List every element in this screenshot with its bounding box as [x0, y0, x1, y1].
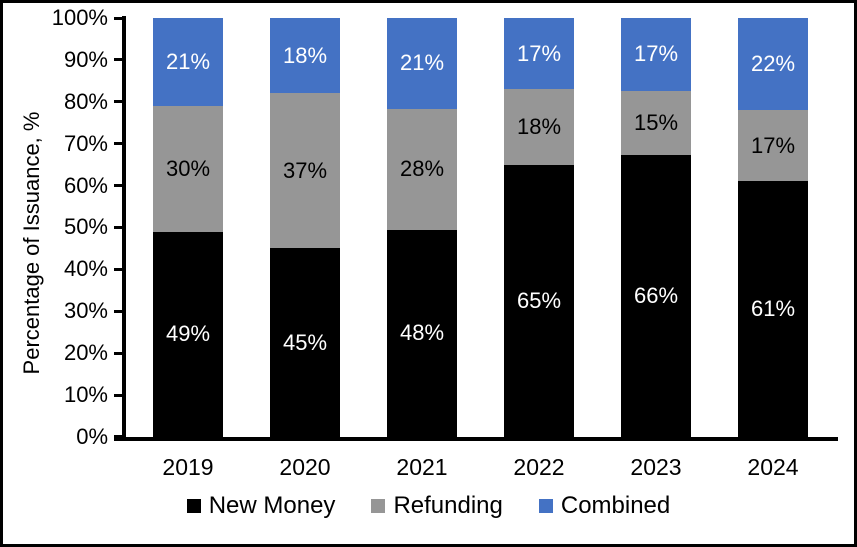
x-axis-line: [114, 437, 838, 441]
bar-segment-new-money: 48%: [387, 229, 457, 437]
bar-segment-new-money: 61%: [738, 181, 808, 437]
legend-label: New Money: [208, 492, 336, 519]
y-tick-mark: [114, 184, 122, 188]
bar-value-label: 65%: [516, 287, 562, 313]
x-axis-label-2024: 2024: [747, 454, 799, 480]
bar-value-label: 61%: [750, 296, 796, 322]
bar-value-label: 17%: [516, 40, 562, 66]
bar-2023: 17% 15% 66%: [621, 18, 691, 437]
bar-2022: 17% 18% 65%: [504, 18, 574, 437]
bar-value-label: 30%: [165, 155, 211, 181]
x-axis-label-2023: 2023: [630, 454, 682, 480]
x-axis-label-2021: 2021: [396, 454, 448, 480]
legend-item-refunding: Refunding: [371, 492, 503, 520]
bar-value-label: 21%: [165, 48, 211, 74]
bar-segment-new-money: 49%: [153, 231, 223, 437]
bar-segment-combined: 18%: [270, 18, 340, 94]
bar-2020: 18% 37% 45%: [270, 18, 340, 437]
bar-value-label: 15%: [633, 109, 679, 135]
bar-segment-refunding: 18%: [504, 89, 574, 165]
legend-swatch-refunding: [371, 499, 386, 513]
bar-2024: 22% 17% 61%: [738, 18, 808, 437]
x-axis-label-2020: 2020: [279, 454, 331, 480]
legend-label: Combined: [560, 492, 671, 519]
y-tick-mark: [114, 100, 122, 104]
bar-segment-refunding: 28%: [387, 108, 457, 230]
legend-swatch-combined: [538, 499, 553, 513]
bar-segment-combined: 21%: [387, 18, 457, 109]
x-axis-label-2022: 2022: [513, 454, 565, 480]
bar-value-label: 49%: [165, 321, 211, 347]
bar-segment-refunding: 15%: [621, 90, 691, 155]
bar-segment-refunding: 37%: [270, 93, 340, 249]
bar-segment-combined: 17%: [621, 18, 691, 91]
bar-segment-new-money: 66%: [621, 154, 691, 437]
bar-value-label: 66%: [633, 282, 679, 308]
y-axis-ticks: 100% 90% 80% 70% 60% 50% 40% 30% 20% 10% 0%: [3, 7, 122, 447]
bar-segment-combined: 22%: [738, 18, 808, 111]
bar-value-label: 22%: [750, 51, 796, 77]
bar-segment-combined: 21%: [153, 18, 223, 106]
y-axis-line: [122, 16, 126, 439]
y-tick-mark: [114, 435, 122, 439]
bar-value-label: 17%: [750, 132, 796, 158]
bar-value-label: 45%: [282, 329, 328, 355]
plot-area: 21% 30% 49% 18% 37% 45% 21% 28% 48% 17% 18% 65% 17% 1…: [126, 18, 835, 437]
bar-value-label: 48%: [399, 320, 445, 346]
legend-label: Refunding: [393, 492, 503, 519]
bar-2019: 21% 30% 49%: [153, 18, 223, 437]
bar-value-label: 28%: [399, 156, 445, 182]
bar-value-label: 18%: [282, 42, 328, 68]
bar-value-label: 37%: [282, 157, 328, 183]
bar-segment-new-money: 45%: [270, 248, 340, 437]
x-axis-labels: 2019 2020 2021 2022 2023 2024: [126, 454, 835, 481]
legend: New Money Refunding Combined: [3, 492, 854, 520]
bar-2021: 21% 28% 48%: [387, 18, 457, 437]
y-tick-mark: [114, 16, 122, 20]
bar-value-label: 21%: [399, 50, 445, 76]
y-tick-mark: [114, 58, 122, 62]
bar-value-label: 18%: [516, 113, 562, 139]
y-tick-mark: [114, 267, 122, 271]
y-tick-mark: [114, 225, 122, 229]
y-tick-mark: [114, 309, 122, 313]
bar-segment-combined: 17%: [504, 18, 574, 90]
bar-segment-refunding: 30%: [153, 105, 223, 232]
legend-swatch-new-money: [186, 499, 201, 513]
bar-segment-refunding: 17%: [738, 110, 808, 182]
bar-segment-new-money: 65%: [504, 164, 574, 437]
x-axis-label-2019: 2019: [162, 454, 214, 480]
legend-item-combined: Combined: [538, 492, 671, 520]
y-tick-mark: [114, 142, 122, 146]
bar-value-label: 17%: [633, 41, 679, 67]
y-tick-mark: [114, 351, 122, 355]
y-tick-mark: [114, 393, 122, 397]
legend-item-new-money: New Money: [186, 492, 336, 520]
